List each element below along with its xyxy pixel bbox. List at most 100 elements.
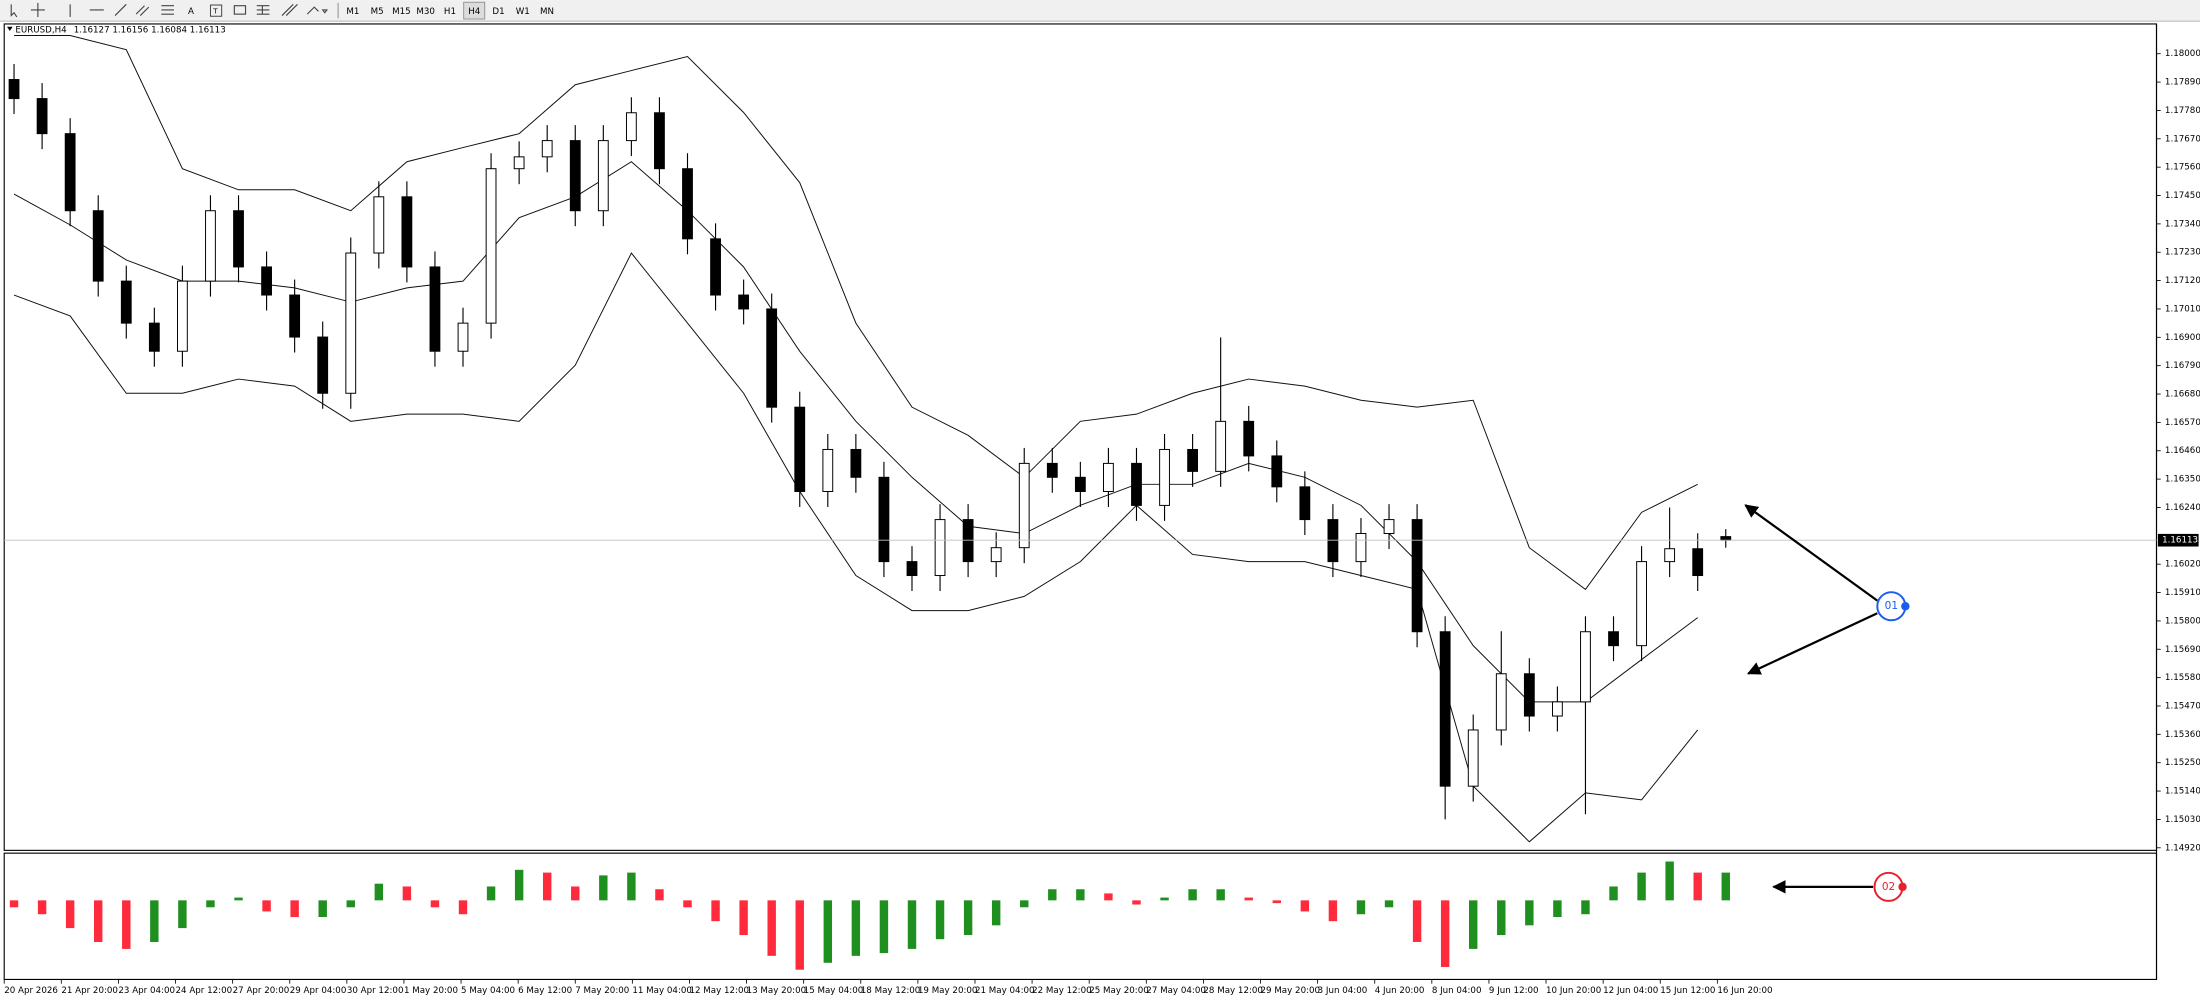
y-tick-label: 1.17560 (2165, 163, 2200, 173)
candle-body (1608, 631, 1619, 647)
annotation-arrows (1744, 504, 1878, 894)
x-tick-label: 23 Apr 04:00 (118, 986, 175, 996)
ao-bar (178, 900, 187, 929)
ao-bar (991, 900, 1001, 926)
y-tick-label: 1.15360 (2165, 730, 2200, 740)
channel-tool[interactable] (135, 5, 150, 16)
ao-bar (1104, 893, 1113, 901)
ao-bar (1048, 889, 1057, 901)
candle-body (8, 79, 20, 100)
timeframe-button[interactable]: H1 (444, 7, 456, 17)
ao-bar (9, 900, 19, 908)
candle-body (1580, 631, 1591, 703)
shapes-tool[interactable] (306, 6, 329, 15)
candle-body (1159, 448, 1170, 506)
timeframe-button[interactable]: M5 (371, 7, 384, 17)
open-value: 1.16127 (74, 25, 110, 35)
ao-bar (430, 900, 440, 908)
ao-bar (1525, 900, 1534, 926)
plot-layer: 1.18000 1.17890 1.17780 1.17670 1.17560 1.174… (3, 34, 2200, 996)
bollinger-upper (14, 34, 1698, 591)
timeframe-button[interactable]: M15 (392, 7, 411, 17)
tool-icons (10, 2, 329, 18)
x-tick-label: 15 Jun 12:00 (1660, 986, 1715, 996)
active-timeframe (463, 1, 486, 20)
ao-bar (1440, 900, 1450, 967)
timeframe-button[interactable]: W1 (516, 7, 530, 17)
current-price-label: 1.16113 (2162, 536, 2198, 546)
candle-body (485, 168, 497, 324)
candle-body (1495, 673, 1507, 731)
ao-bar (599, 875, 608, 901)
text-tool[interactable]: A (188, 7, 194, 17)
y-tick-label: 1.14920 (2165, 843, 2200, 853)
ao-bar (1693, 872, 1702, 901)
candle-body (373, 196, 385, 254)
ao-bar (1665, 861, 1674, 901)
ao-bar (1553, 900, 1562, 917)
candle-body (289, 294, 301, 338)
textlabel-icon: T (212, 6, 218, 15)
x-tick-label: 30 Apr 12:00 (347, 986, 404, 996)
label-tool[interactable] (233, 5, 247, 15)
main-panel (3, 23, 2158, 851)
trendline-tool[interactable] (114, 3, 127, 16)
ao-bar (655, 889, 664, 901)
crosshair-tool[interactable] (30, 2, 45, 17)
ao-bar (542, 872, 552, 901)
gann-tool[interactable] (281, 3, 298, 16)
candle-body (317, 336, 329, 394)
ao-bar (1076, 889, 1085, 901)
candle-body (1467, 729, 1479, 787)
candle-body (1243, 420, 1255, 457)
ao-bar (1188, 889, 1197, 901)
candle-body (1692, 548, 1704, 577)
symbol-header: EURUSD,H4 1.16127 1.16156 1.16084 1.1611… (15, 25, 225, 35)
candle-body (176, 280, 188, 352)
candle-body (64, 133, 76, 212)
x-tick-label: 1 May 20:00 (404, 986, 458, 996)
fibo-tool[interactable] (161, 5, 174, 15)
x-tick-label: 22 May 12:00 (1032, 986, 1092, 996)
arrow (1744, 504, 1878, 602)
x-tick-label: 21 May 04:00 (975, 986, 1035, 996)
grid-tool[interactable] (256, 5, 270, 15)
candle-body (513, 156, 525, 170)
ao-bar (1020, 900, 1029, 908)
callout-02: 02 (1873, 871, 1907, 902)
x-tick-label: 3 Jun 04:00 (1318, 986, 1368, 996)
y-tick-label: 1.16570 (2165, 418, 2200, 428)
candle-body (261, 266, 272, 296)
symbol-menu[interactable] (7, 26, 13, 31)
y-tick-label: 1.16460 (2165, 446, 2200, 456)
candle-body (766, 308, 778, 408)
timeframe-button[interactable]: M1 (346, 7, 359, 17)
symbol: EURUSD,H4 (15, 25, 67, 35)
ao-bar (1721, 872, 1730, 901)
high-value: 1.16156 (112, 25, 148, 35)
ao-bar (1609, 886, 1618, 901)
indicator-panel (3, 852, 2158, 981)
timeframe-button[interactable]: M30 (416, 7, 435, 17)
ao-bar (1272, 900, 1281, 904)
ao-bar (907, 900, 917, 949)
timeframe-bar: M1 M5 M15 M30 H1 H4 D1 W1 MN (346, 1, 554, 20)
ao-bar (1160, 897, 1169, 901)
ao-bar (234, 897, 243, 901)
candle-body (1299, 486, 1311, 521)
timeframe-button[interactable]: H4 (468, 7, 481, 17)
ao-bar (795, 900, 804, 970)
candle-body (850, 448, 862, 478)
cursor-tool[interactable] (10, 4, 18, 18)
y-tick-label: 1.16900 (2165, 333, 2200, 343)
y-tick-label: 1.17670 (2165, 134, 2200, 144)
timeframe-button[interactable]: D1 (492, 7, 504, 17)
timeframe-button[interactable]: MN (540, 7, 554, 17)
textlabel-tool[interactable] (209, 4, 223, 17)
candle-body (1720, 536, 1732, 541)
candle-body (148, 322, 160, 352)
ao-bar (739, 900, 748, 936)
low-value: 1.16084 (151, 25, 187, 35)
y-tick-label: 1.16020 (2165, 560, 2200, 570)
